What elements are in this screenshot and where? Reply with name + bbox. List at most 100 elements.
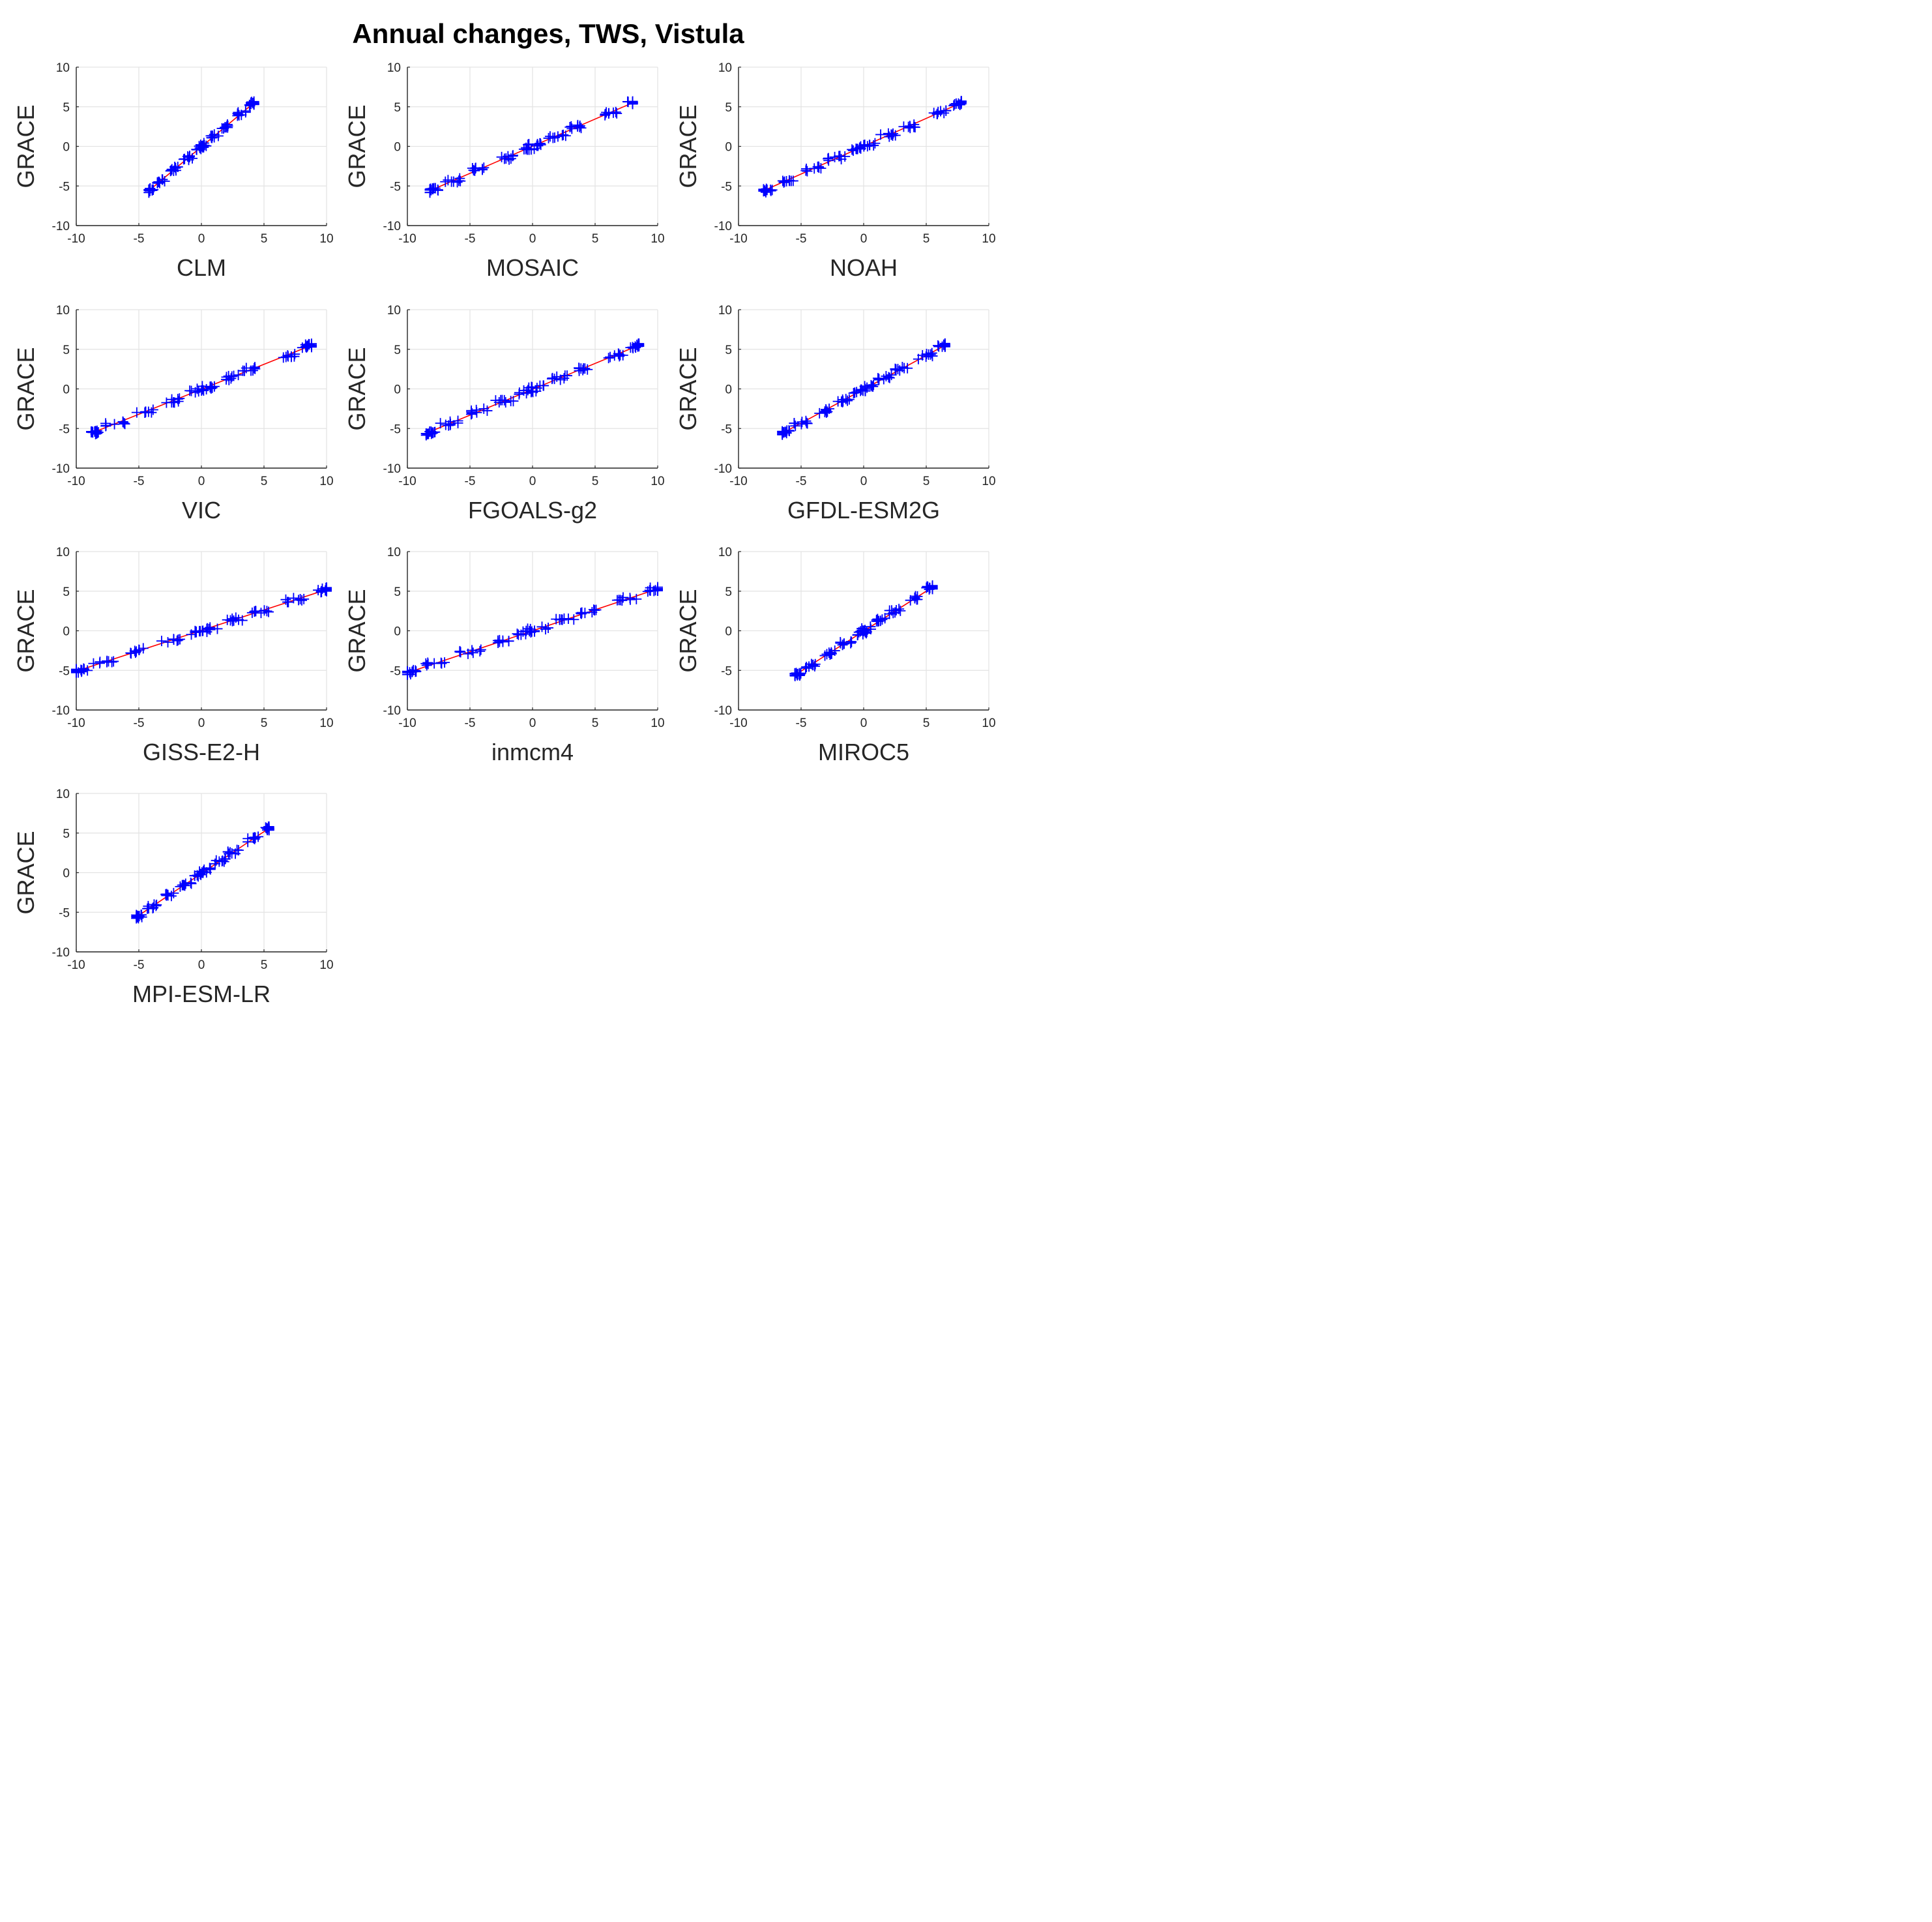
y-tick-label: 0 bbox=[725, 141, 732, 155]
scatter-point bbox=[152, 177, 163, 188]
scatter-point bbox=[948, 100, 959, 111]
scatter-point bbox=[829, 151, 840, 162]
scatter-point bbox=[168, 634, 179, 645]
scatter-point bbox=[759, 185, 770, 196]
scatter-point bbox=[526, 626, 537, 637]
x-tick-label: -10 bbox=[67, 958, 85, 972]
scatter-point bbox=[446, 176, 457, 187]
x-tick-label: -5 bbox=[796, 717, 807, 730]
x-tick-label: -5 bbox=[134, 232, 145, 246]
x-tick-label: -10 bbox=[67, 232, 85, 246]
scatter-point bbox=[905, 595, 916, 606]
y-tick-label: -5 bbox=[390, 664, 401, 678]
scatter-point bbox=[302, 340, 313, 351]
scatter-point bbox=[161, 397, 172, 408]
y-tick-label: 10 bbox=[56, 546, 70, 559]
scatter-points bbox=[777, 338, 950, 440]
y-tick-label: 10 bbox=[718, 304, 732, 318]
scatter-point bbox=[859, 140, 870, 151]
scatter-points bbox=[420, 338, 645, 441]
scatter-point bbox=[568, 614, 579, 625]
x-tick-label: -10 bbox=[398, 232, 416, 246]
y-tick-label: 10 bbox=[387, 546, 401, 559]
y-tick-label: -10 bbox=[52, 704, 70, 718]
scatter-point bbox=[797, 417, 808, 428]
scatter-point bbox=[937, 341, 948, 352]
x-tick-label: 0 bbox=[860, 717, 868, 730]
scatter-point bbox=[209, 132, 220, 143]
scatter-point bbox=[143, 900, 154, 911]
scatter-point bbox=[538, 380, 549, 391]
scatter-point bbox=[109, 419, 120, 430]
scatter-point bbox=[605, 351, 616, 362]
scatter-point bbox=[589, 605, 600, 616]
y-tick-label: 5 bbox=[63, 344, 70, 357]
y-axis-label: GRACE bbox=[344, 589, 370, 672]
x-tick-label: 5 bbox=[592, 475, 599, 488]
scatter-points bbox=[131, 821, 274, 924]
scatter-point bbox=[890, 607, 901, 618]
scatter-point bbox=[761, 183, 772, 194]
scatter-point bbox=[806, 658, 817, 670]
x-tick-label: 10 bbox=[651, 232, 664, 246]
scatter-point bbox=[611, 108, 622, 119]
scatter-point bbox=[159, 175, 170, 186]
scatter-point bbox=[838, 638, 849, 649]
y-tick-label: -10 bbox=[52, 462, 70, 476]
scatter-point bbox=[933, 106, 944, 117]
scatter-point bbox=[802, 418, 813, 429]
y-tick-label: -5 bbox=[721, 422, 732, 436]
scatter-points bbox=[424, 96, 638, 198]
scatter-point bbox=[564, 121, 576, 132]
scatter-point bbox=[432, 185, 443, 196]
scatter-point bbox=[246, 365, 257, 376]
scatter-point bbox=[823, 647, 834, 658]
scatter-point bbox=[578, 364, 589, 376]
scatter-point bbox=[781, 428, 792, 439]
scatter-point bbox=[198, 138, 209, 149]
scatter-point bbox=[156, 636, 167, 647]
scatter-point bbox=[138, 643, 149, 654]
scatter-point bbox=[497, 636, 508, 647]
y-tick-label: 5 bbox=[725, 101, 732, 115]
y-tick-label: -10 bbox=[52, 220, 70, 233]
scatter-point bbox=[574, 120, 585, 131]
scatter-point bbox=[198, 625, 209, 636]
x-tick-label: 0 bbox=[198, 475, 205, 488]
scatter-point bbox=[859, 381, 870, 392]
x-tick-label: 10 bbox=[319, 958, 333, 972]
scatter-point bbox=[207, 130, 218, 141]
scatter-point bbox=[847, 144, 858, 155]
x-tick-label: 5 bbox=[923, 475, 930, 488]
x-tick-label: 10 bbox=[319, 717, 333, 730]
x-tick-label: -5 bbox=[465, 475, 476, 488]
scatter-point bbox=[512, 628, 523, 640]
scatter-point bbox=[212, 623, 223, 634]
scatter-points bbox=[789, 580, 938, 681]
scatter-point bbox=[790, 421, 801, 432]
y-tick-label: 0 bbox=[725, 383, 732, 397]
x-axis-label: VIC bbox=[182, 497, 221, 524]
scatter-point bbox=[136, 909, 147, 921]
scatter-points bbox=[758, 96, 967, 198]
y-tick-label: 0 bbox=[394, 383, 401, 397]
y-axis-label: GRACE bbox=[675, 347, 701, 430]
scatter-point bbox=[205, 382, 216, 393]
scatter-point bbox=[282, 597, 293, 608]
scatter-point bbox=[499, 394, 510, 406]
scatter-point bbox=[76, 664, 87, 675]
scatter-point bbox=[253, 831, 264, 842]
figure: Annual changes, TWS, Vistula -10 -5 0 5 10-1… bbox=[0, 0, 1019, 1014]
scatter-point bbox=[613, 349, 624, 360]
scatter-point bbox=[202, 623, 213, 634]
scatter-point bbox=[467, 647, 478, 658]
y-tick-label: 10 bbox=[56, 304, 70, 318]
scatter-point bbox=[475, 645, 486, 657]
scatter-point bbox=[241, 362, 252, 374]
y-tick-label: 5 bbox=[725, 585, 732, 599]
scatter-point bbox=[873, 374, 885, 385]
y-tick-label: 10 bbox=[56, 788, 70, 801]
scatter-point bbox=[288, 593, 299, 604]
scatter-point bbox=[845, 636, 856, 647]
scatter-point bbox=[847, 145, 858, 156]
